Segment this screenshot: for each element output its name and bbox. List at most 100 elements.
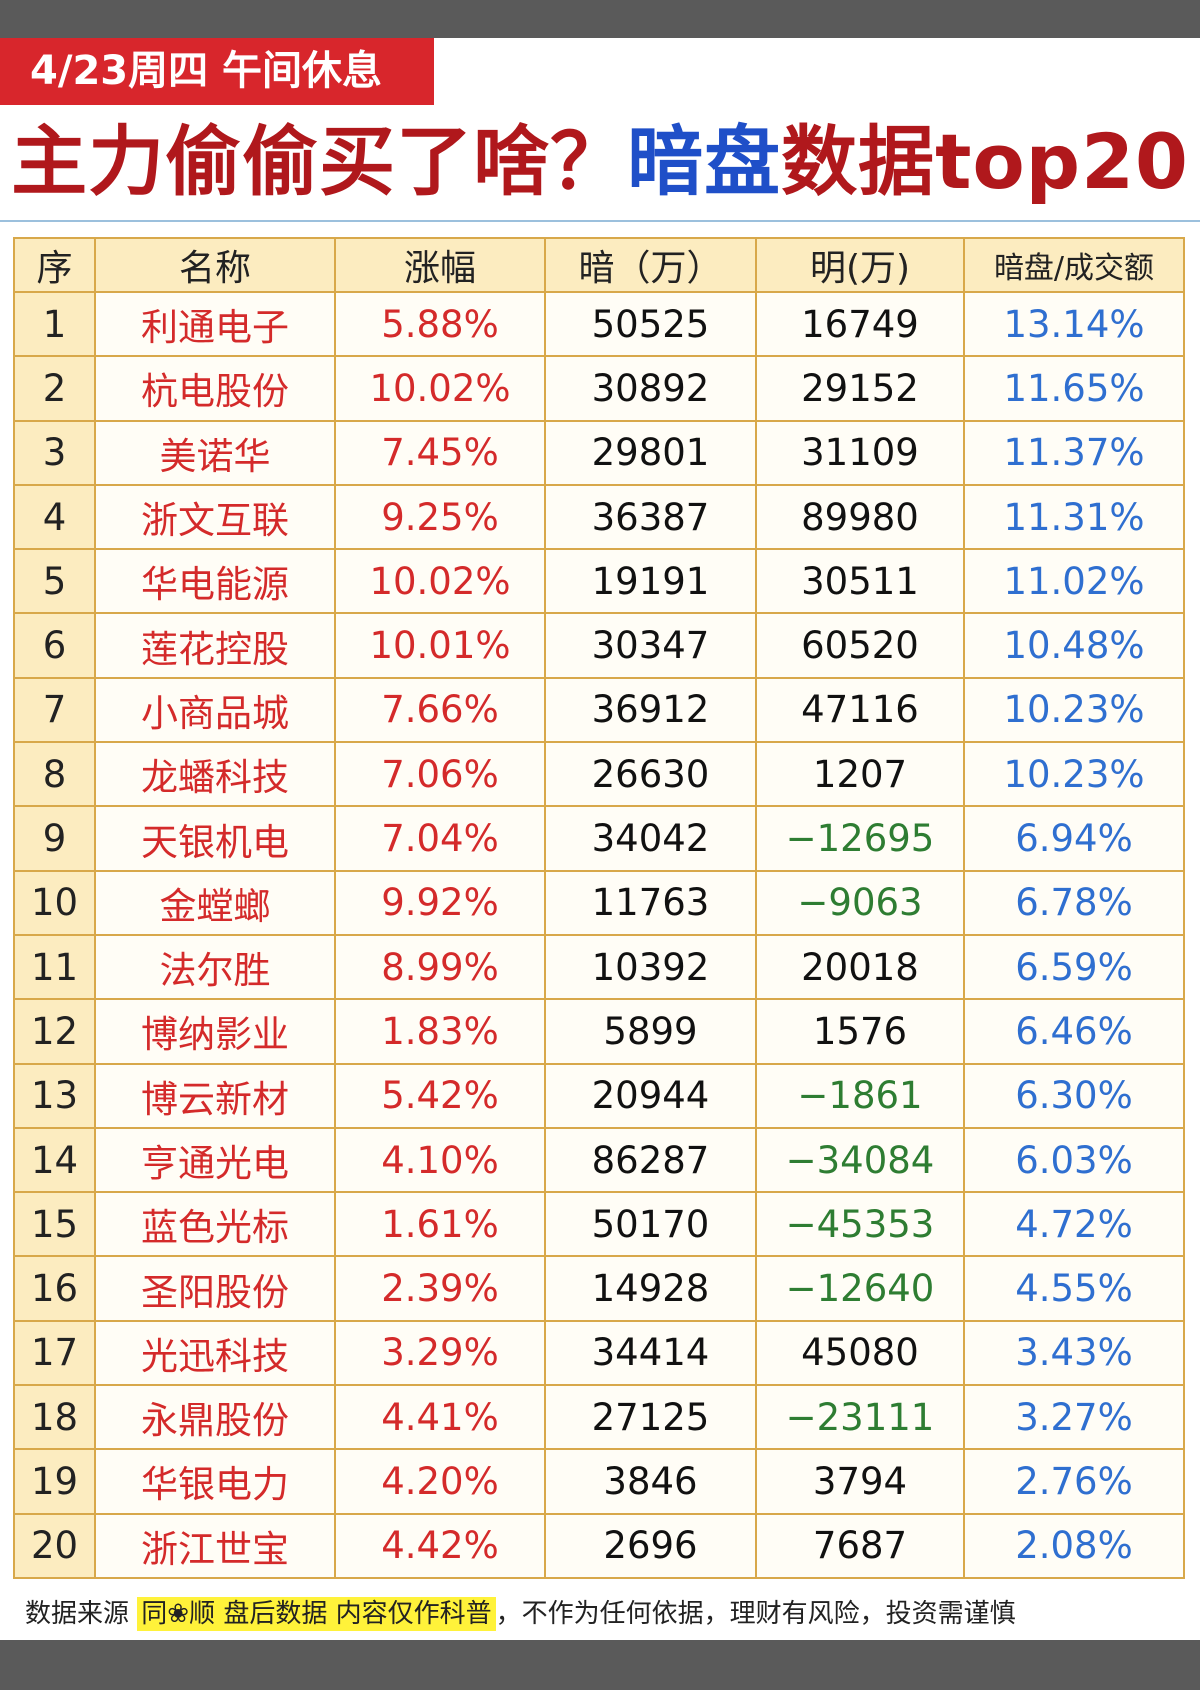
table-cell: 4.20% [334,1448,546,1515]
table-cell: 10 [13,869,96,936]
table-cell: 16 [13,1255,96,1322]
table-cell: 天银机电 [94,805,336,872]
column-header: 暗盘/成交额 [963,237,1185,293]
data-table: 序名称 涨幅 暗（万） 明(万) 暗盘/成交额 1 利通电子 5.88% 50525 16749… [13,237,1185,1579]
table-cell: 博纳影业 [94,998,336,1065]
table-cell: 7687 [755,1512,965,1579]
table-row: 2 杭电股份 10.02% 30892 29152 11.65% [13,355,1185,422]
table-cell: 3.29% [334,1319,546,1387]
table-row: 19 华银电力 4.20% 3846 3794 2.76% [13,1448,1185,1515]
table-cell: 2.08% [963,1512,1185,1579]
table-cell: 2 [13,355,96,422]
table-cell: 10392 [544,933,757,1001]
table-cell: 12 [13,998,96,1065]
table-cell: 20944 [544,1062,757,1129]
table-cell: 11 [13,933,96,1001]
table-cell: 浙江世宝 [94,1512,336,1579]
table-cell: 3.43% [963,1319,1185,1387]
table-cell: 20 [13,1512,96,1579]
footer-source: 数据来源 [25,1599,130,1629]
column-header: 明(万) [755,237,965,293]
table-cell: 7 [13,676,96,744]
table-cell: 7.45% [334,419,546,486]
table-cell: 26630 [544,741,757,808]
table-cell: −45353 [755,1191,965,1258]
table-cell: 2696 [544,1512,757,1579]
header-row: 序名称 涨幅 暗（万） 明(万) 暗盘/成交额 [13,237,1185,293]
table-cell: 1576 [755,998,965,1065]
table-cell: 3.27% [963,1384,1185,1451]
table-cell: 14928 [544,1255,757,1322]
column-header: 暗（万） [544,237,757,293]
table-cell: 利通电子 [94,290,336,358]
table-row: 14 亨通光电 4.10% 86287 −34084 6.03% [13,1126,1185,1194]
top-bar [0,0,1200,38]
table-cell: 法尔胜 [94,933,336,1001]
table-cell: 龙蟠科技 [94,741,336,808]
table-cell: 11763 [544,869,757,936]
table-cell: 13 [13,1062,96,1129]
table-cell: 11.31% [963,483,1185,551]
table-cell: 19 [13,1448,96,1515]
table-cell: 3794 [755,1448,965,1515]
table-row: 9 天银机电 7.04% 34042 −12695 6.94% [13,805,1185,872]
table-cell: 20018 [755,933,965,1001]
table-cell: 美诺华 [94,419,336,486]
footer-highlight: 同❀顺 盘后数据 内容仅作科普 [137,1597,496,1631]
table-cell: 10.48% [963,612,1185,679]
table-cell: 36912 [544,676,757,744]
table-cell: 10.01% [334,612,546,679]
table-cell: 2.76% [963,1448,1185,1515]
table-cell: 9.92% [334,869,546,936]
table-cell: 34414 [544,1319,757,1387]
table-cell: 11.65% [963,355,1185,422]
column-header: 涨幅 [334,237,546,293]
table-cell: 16749 [755,290,965,358]
table-cell: 5899 [544,998,757,1065]
table-cell: 浙文互联 [94,483,336,551]
table-cell: 29152 [755,355,965,422]
table-cell: 34042 [544,805,757,872]
table-row: 16 圣阳股份 2.39% 14928 −12640 4.55% [13,1255,1185,1322]
table-cell: 11.37% [963,419,1185,486]
table-row: 5 华电能源 10.02% 19191 30511 11.02% [13,548,1185,615]
date-badge: 4/23周四 午间休息 [0,38,434,105]
table-cell: 蓝色光标 [94,1191,336,1258]
table-row: 7 小商品城 7.66% 36912 47116 10.23% [13,676,1185,744]
table-row: 20 浙江世宝 4.42% 2696 7687 2.08% [13,1512,1185,1579]
title: 主力偷偷买了啥？暗盘数据top20 [0,112,1200,212]
table-cell: 亨通光电 [94,1126,336,1194]
table-cell: 27125 [544,1384,757,1451]
table-cell: 6.46% [963,998,1185,1065]
table-row: 12 博纳影业 1.83% 5899 1576 6.46% [13,998,1185,1065]
table-cell: 10.23% [963,676,1185,744]
table-cell: 50170 [544,1191,757,1258]
table-row: 1 利通电子 5.88% 50525 16749 13.14% [13,290,1185,358]
table-cell: 7.04% [334,805,546,872]
table-cell: 29801 [544,419,757,486]
table-cell: −12640 [755,1255,965,1322]
table-cell: 永鼎股份 [94,1384,336,1451]
table-cell: 30511 [755,548,965,615]
column-header: 名称 [94,237,336,293]
table-row: 13 博云新材 5.42% 20944 −1861 6.30% [13,1062,1185,1129]
table-row: 4 浙文互联 9.25% 36387 89980 11.31% [13,483,1185,551]
table-cell: 4.55% [963,1255,1185,1322]
table-cell: 17 [13,1319,96,1387]
table-cell: 30347 [544,612,757,679]
title-part: 主力偷偷买了啥？ [11,117,628,206]
table-cell: −9063 [755,869,965,936]
table-cell: 11.02% [963,548,1185,615]
table-cell: 89980 [755,483,965,551]
table-cell: 4.41% [334,1384,546,1451]
divider [0,220,1200,222]
table-cell: 18 [13,1384,96,1451]
table-cell: 华电能源 [94,548,336,615]
table-cell: 10.02% [334,355,546,422]
table-cell: 5 [13,548,96,615]
table-cell: 30892 [544,355,757,422]
table-cell: −23111 [755,1384,965,1451]
table-cell: 6.03% [963,1126,1185,1194]
